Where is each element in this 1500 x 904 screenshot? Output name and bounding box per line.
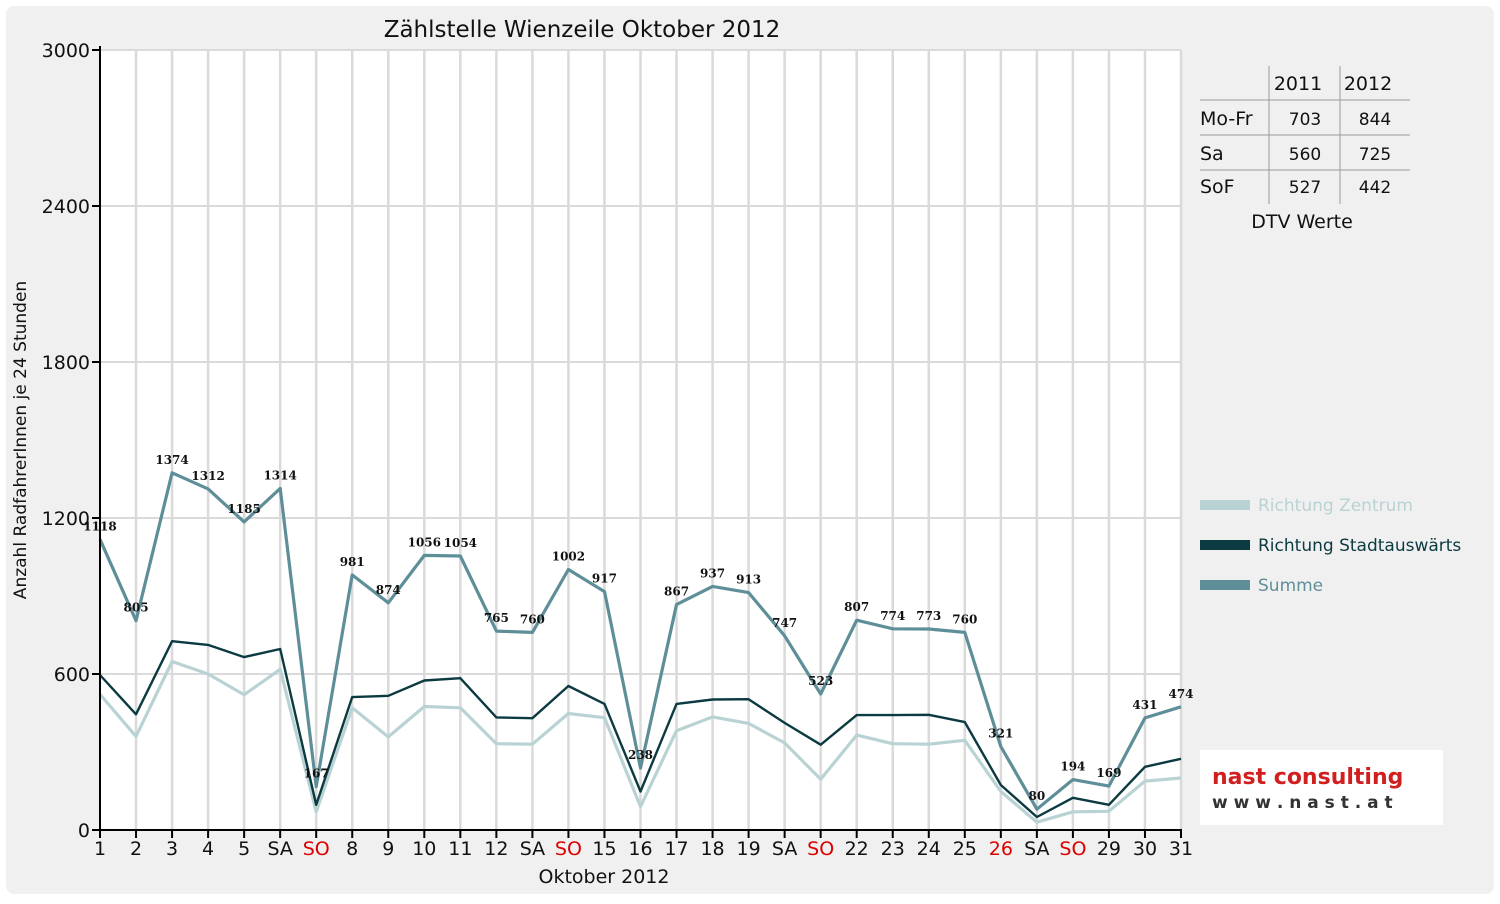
data-label: 760 (520, 612, 545, 626)
table-cell: 703 (1289, 110, 1321, 130)
y-tick-label: 1800 (42, 352, 90, 374)
data-label: 1054 (444, 536, 477, 550)
x-tick-label: 10 (412, 838, 436, 860)
table-cell: 442 (1359, 178, 1391, 198)
data-label: 917 (592, 572, 617, 586)
x-tick-label: 11 (448, 838, 472, 860)
x-tick-label: SA (772, 838, 797, 860)
x-tick-label: SO (303, 838, 330, 860)
data-label: 238 (628, 748, 653, 762)
data-label: 807 (844, 600, 869, 614)
x-tick-label: 18 (700, 838, 724, 860)
table-cell: 844 (1359, 110, 1391, 130)
x-tick-label: 5 (238, 838, 250, 860)
x-tick-label: 26 (989, 838, 1013, 860)
x-tick-label: 16 (628, 838, 652, 860)
y-axis-label: Anzahl RadfahrerInnen je 24 Stunden (11, 281, 31, 599)
data-label: 1002 (552, 549, 585, 563)
data-label: 321 (988, 727, 1013, 741)
x-tick-label: 3 (166, 838, 178, 860)
table-row-label: Sa (1200, 143, 1224, 165)
x-tick-label: 29 (1097, 838, 1121, 860)
data-label: 194 (1060, 760, 1085, 774)
data-label: 1374 (155, 453, 188, 467)
logo-url: w w w . n a s t . a t (1212, 793, 1393, 813)
x-tick-label: 24 (917, 838, 941, 860)
nast-logo: nast consulting w w w . n a s t . a t (1200, 750, 1443, 825)
x-axis-label: Oktober 2012 (539, 866, 670, 888)
table-caption: DTV Werte (1251, 211, 1353, 233)
data-label: 523 (808, 674, 833, 688)
x-tick-label: 22 (845, 838, 869, 860)
data-label: 1312 (191, 469, 224, 483)
chart-title: Zählstelle Wienzeile Oktober 2012 (384, 17, 781, 43)
x-tick-label: SO (807, 838, 834, 860)
legend-swatch-zentrum (1200, 500, 1250, 510)
data-label: 774 (880, 609, 905, 623)
x-tick-label: SO (555, 838, 582, 860)
x-tick-label: 4 (202, 838, 214, 860)
data-label: 805 (124, 601, 149, 615)
table-header-2012: 2012 (1344, 73, 1392, 95)
x-tick-label: 9 (382, 838, 394, 860)
x-tick-label: 31 (1169, 838, 1193, 860)
table-cell: 527 (1289, 178, 1321, 198)
logo-text: nast consulting (1212, 765, 1403, 790)
table-header-2011: 2011 (1274, 73, 1322, 95)
x-tick-label: SA (267, 838, 292, 860)
x-tick-label: 8 (346, 838, 358, 860)
legend-label-summe: Summe (1258, 576, 1323, 596)
x-tick-label: 1 (94, 838, 106, 860)
x-tick-label: 25 (953, 838, 977, 860)
table-row-label: Mo-Fr (1200, 108, 1253, 130)
x-tick-label: 30 (1133, 838, 1157, 860)
legend-label-stadtauswaerts: Richtung Stadtauswärts (1258, 536, 1461, 556)
x-tick-label: SA (1024, 838, 1049, 860)
x-tick-label: 12 (484, 838, 508, 860)
y-tick-label: 2400 (42, 196, 90, 218)
data-label: 474 (1168, 687, 1193, 701)
data-label: 867 (664, 585, 689, 599)
data-label: 747 (772, 616, 797, 630)
x-tick-label: SO (1059, 838, 1086, 860)
data-label: 913 (736, 573, 761, 587)
legend-label-zentrum: Richtung Zentrum (1258, 496, 1413, 516)
legend-swatch-summe (1200, 580, 1250, 590)
data-label: 169 (1096, 766, 1121, 780)
table-row-label: SoF (1200, 176, 1235, 198)
data-label: 874 (376, 583, 401, 597)
table-cell: 560 (1289, 145, 1321, 165)
x-tick-label: 15 (592, 838, 616, 860)
x-tick-label: 2 (130, 838, 142, 860)
x-tick-label: 23 (881, 838, 905, 860)
data-label: 773 (916, 609, 941, 623)
legend-swatch-stadtauswaerts (1200, 540, 1250, 550)
data-label: 937 (700, 566, 725, 580)
data-label: 167 (304, 767, 329, 781)
table-cell: 725 (1359, 145, 1391, 165)
x-tick-label: 19 (737, 838, 761, 860)
data-label: 1314 (263, 468, 296, 482)
data-label: 80 (1029, 789, 1046, 803)
data-label: 765 (484, 611, 509, 625)
y-tick-label: 600 (54, 664, 90, 686)
y-tick-label: 1200 (42, 508, 90, 530)
data-label: 760 (952, 612, 977, 626)
x-tick-label: 17 (664, 838, 688, 860)
y-tick-label: 3000 (42, 40, 90, 62)
y-tick-label: 0 (78, 820, 90, 842)
data-label: 981 (340, 555, 365, 569)
data-label: 1185 (227, 502, 260, 516)
data-label: 431 (1132, 698, 1157, 712)
data-label: 1056 (408, 535, 441, 549)
x-tick-label: SA (520, 838, 545, 860)
